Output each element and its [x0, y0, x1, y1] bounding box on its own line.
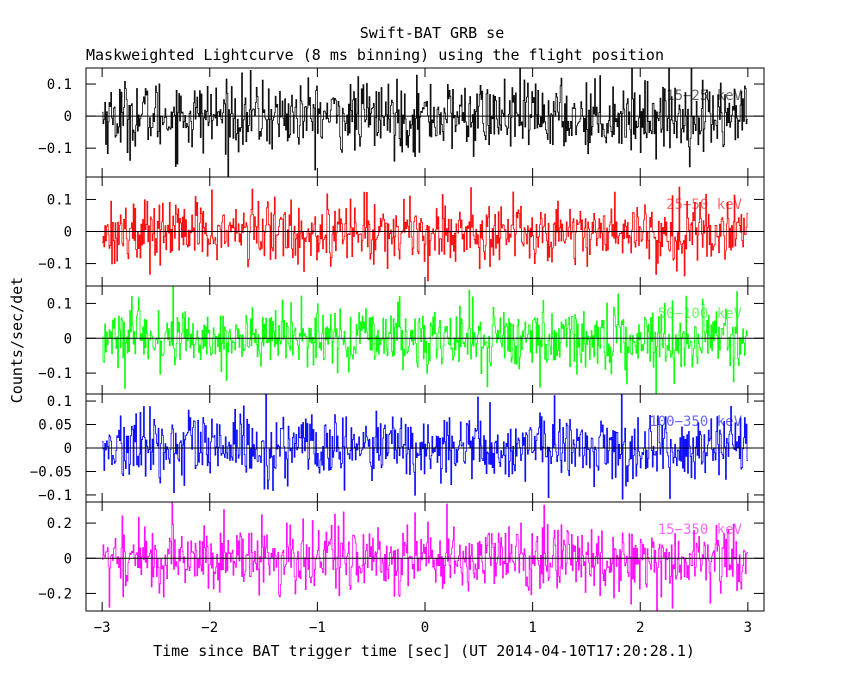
- x-tick-label: 3: [744, 620, 752, 636]
- series-25-50-kev: [102, 186, 748, 282]
- y-tick-label: 0.1: [47, 394, 72, 410]
- y-tick-label: 0.05: [38, 418, 72, 434]
- chart-title: Swift-BAT GRB se: [360, 24, 505, 42]
- x-tick-label: −1: [309, 620, 326, 636]
- x-tick-label: 0: [421, 620, 429, 636]
- x-tick-label: 2: [636, 620, 644, 636]
- panel-band-label: 25−50 keV: [666, 197, 742, 213]
- y-tick-label: 0.1: [47, 192, 72, 208]
- series-15-25-kev: [102, 67, 748, 178]
- series-50-100-kev: [102, 285, 748, 395]
- chart-subtitle: Maskweighted Lightcurve (8 ms binning) u…: [86, 46, 664, 64]
- panel-band-label: 100−350 keV: [649, 414, 742, 430]
- y-tick-label: 0: [64, 441, 72, 457]
- y-tick-label: 0: [64, 109, 72, 125]
- x-axis-label: Time since BAT trigger time [sec] (UT 20…: [153, 642, 695, 660]
- panels-group: 0.1 0 −0.1 15−25 keV 0.1 0 −0.1 25−50 keV 0.1 0 −0…: [30, 67, 765, 636]
- y-tick-label: −0.1: [38, 366, 72, 382]
- y-tick-label: 0.2: [47, 516, 72, 532]
- y-tick-label: −0.1: [38, 141, 72, 157]
- y-tick-label: 0: [64, 551, 72, 567]
- y-tick-label: 0.1: [47, 296, 72, 312]
- panel-4: 0.1 0.05 0 −0.05 −0.1 100−350 keV: [30, 393, 765, 504]
- panel-band-label: 15−350 keV: [658, 522, 743, 538]
- y-tick-label: 0.1: [47, 77, 72, 93]
- panel-1: 0.1 0 −0.1 15−25 keV: [38, 67, 765, 178]
- y-tick-label: 0: [64, 225, 72, 241]
- x-tick-label: 1: [528, 620, 536, 636]
- series-15-350-kev: [102, 501, 748, 612]
- x-tick-label: −2: [201, 620, 218, 636]
- series-100-350-kev: [102, 393, 748, 500]
- panel-band-label: 50−100 keV: [658, 306, 743, 322]
- y-tick-label: −0.05: [30, 464, 72, 480]
- y-tick-label: −0.1: [38, 257, 72, 273]
- y-tick-label: −0.2: [38, 586, 72, 602]
- panel-3: 0.1 0 −0.1 50−100 keV: [38, 285, 765, 395]
- panel-band-label: 15−25 keV: [666, 88, 742, 104]
- panel-5: 0.2 0 −0.2 15−350 keV: [38, 501, 765, 612]
- y-tick-label: 0: [64, 331, 72, 347]
- y-axis-label: Counts/sec/det: [8, 277, 26, 403]
- y-tick-label: −0.1: [38, 488, 72, 504]
- panel-2: 0.1 0 −0.1 25−50 keV: [38, 176, 765, 287]
- x-tick-label: −3: [94, 620, 111, 636]
